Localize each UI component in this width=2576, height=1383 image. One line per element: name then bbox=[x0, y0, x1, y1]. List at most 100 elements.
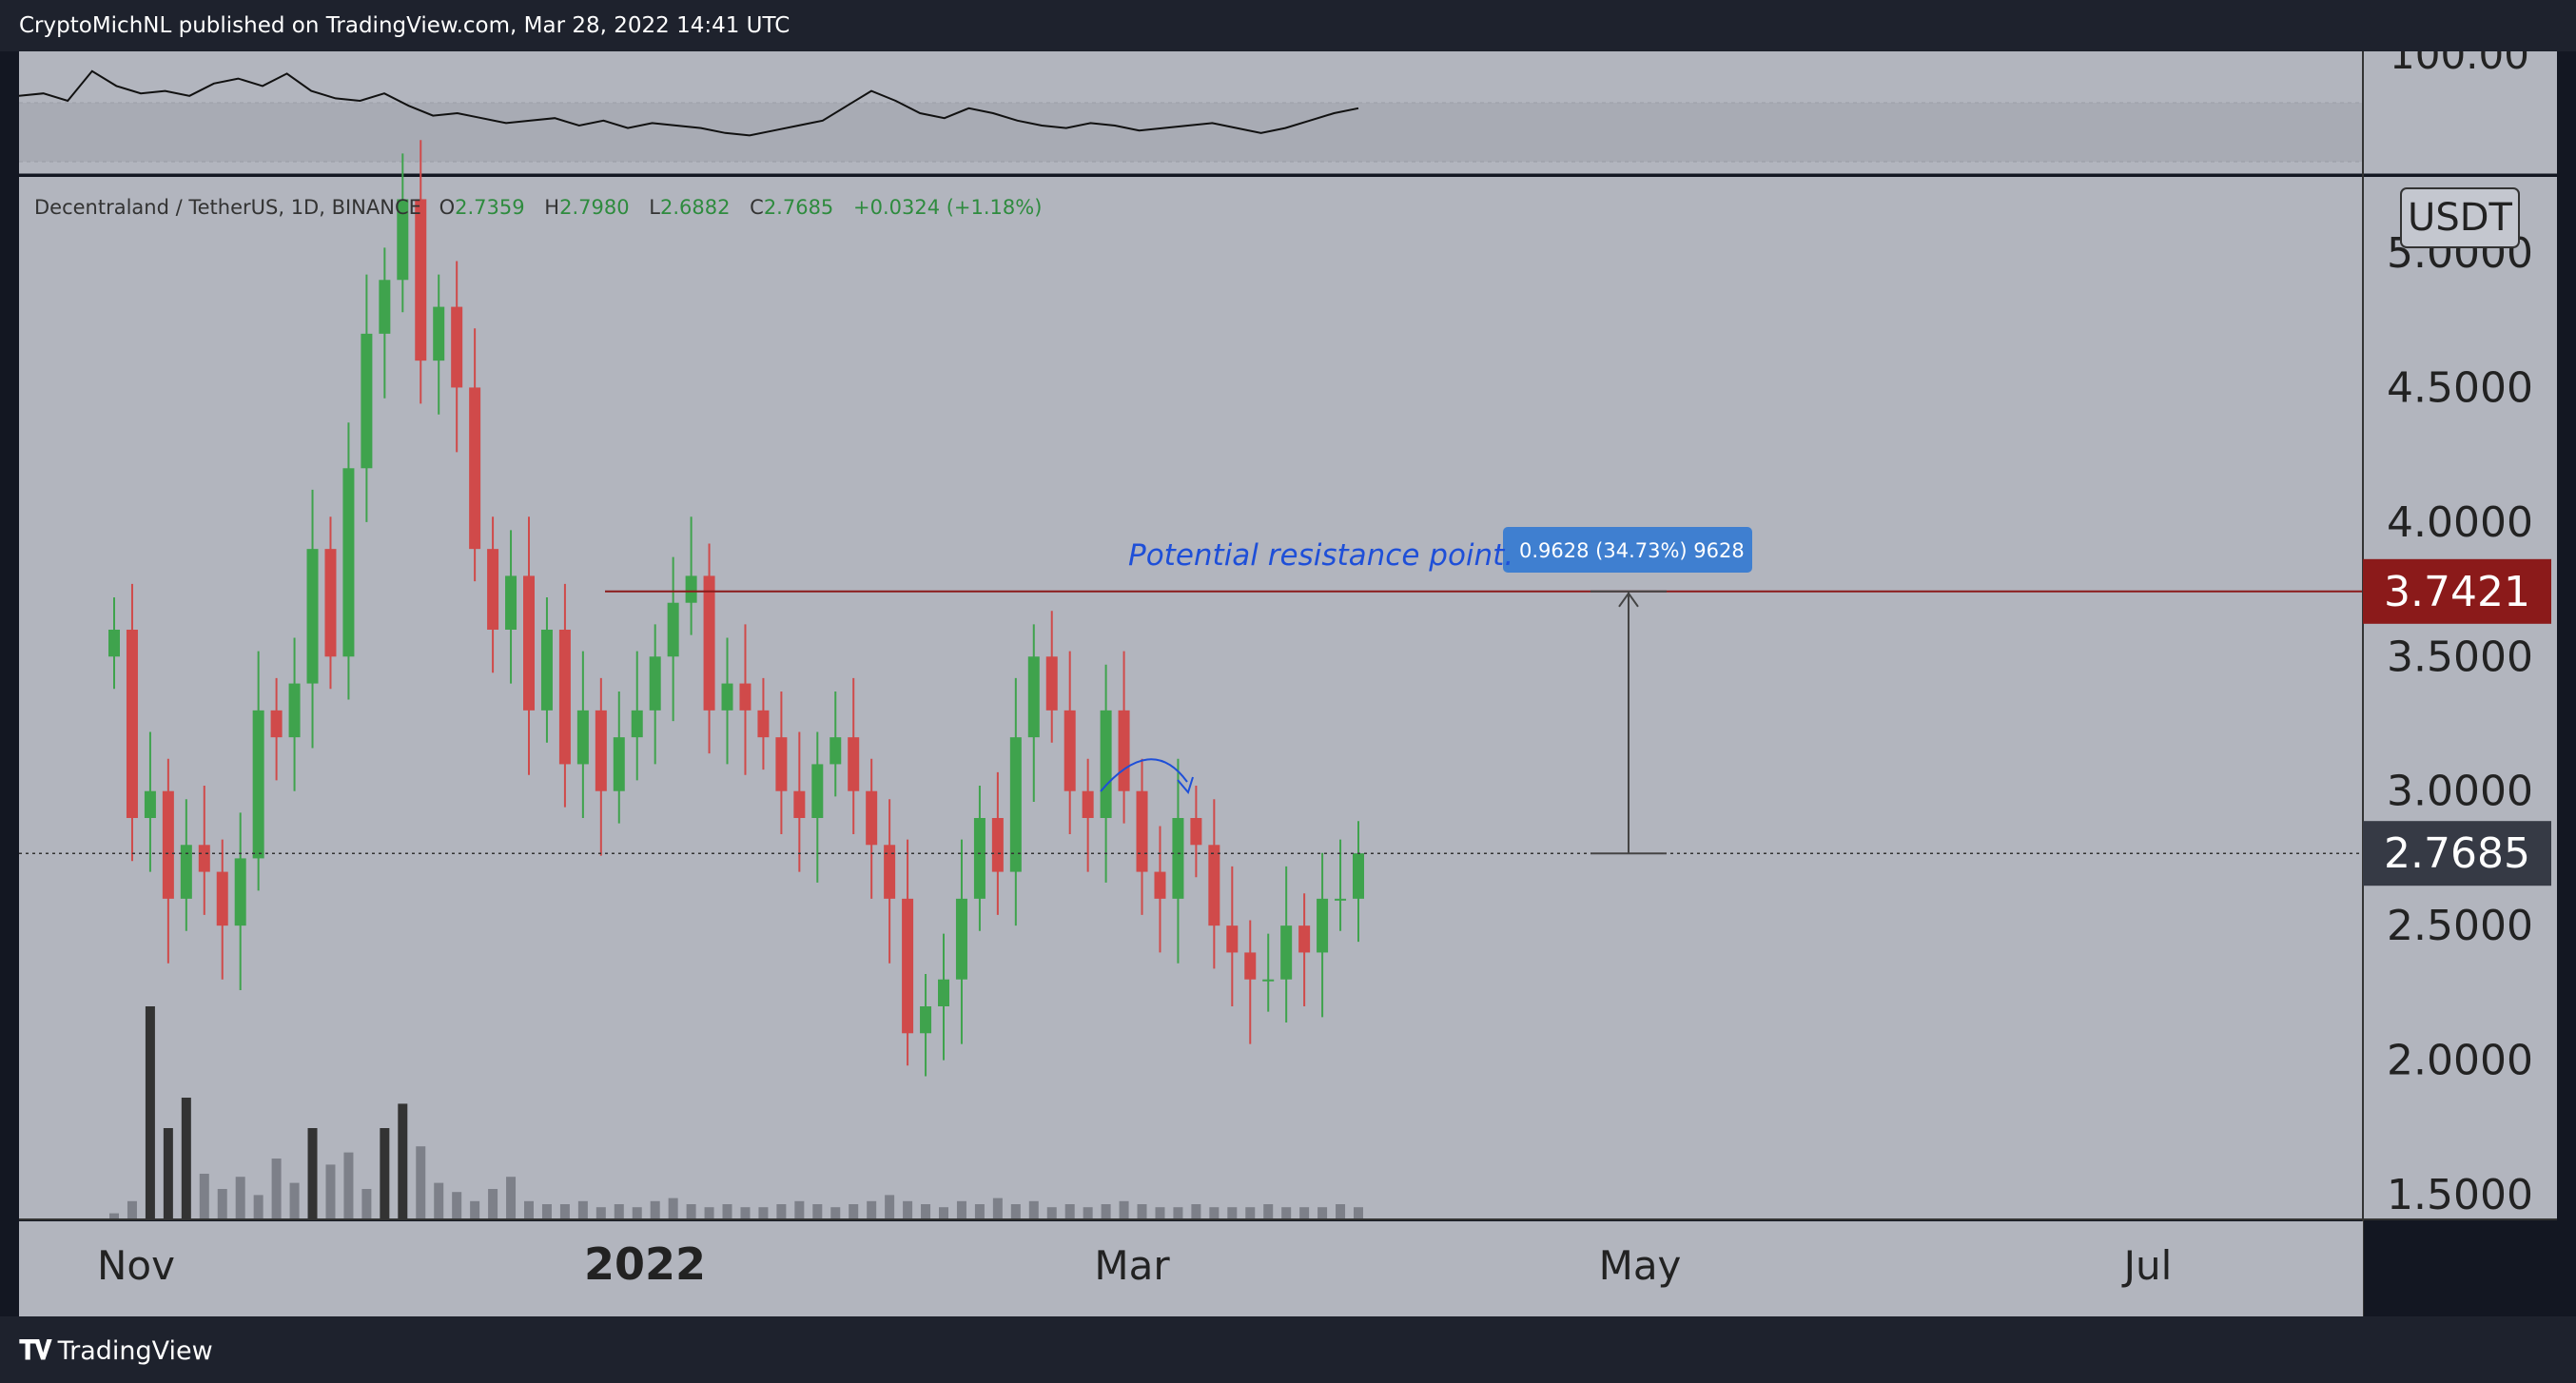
volume-bar bbox=[1299, 1207, 1310, 1219]
candle-body bbox=[902, 898, 914, 1034]
close-value: 2.7685 bbox=[764, 196, 833, 219]
curved-arrow-icon[interactable] bbox=[1100, 758, 1188, 792]
candle-body bbox=[361, 333, 373, 469]
candle-body bbox=[126, 630, 138, 818]
measure-label-box bbox=[1503, 527, 1752, 573]
candle-body bbox=[288, 683, 301, 738]
price-pane[interactable] bbox=[19, 177, 2363, 1219]
volume-bar bbox=[380, 1128, 390, 1219]
x-tick-label: 2022 bbox=[584, 1238, 706, 1290]
volume-bar bbox=[903, 1200, 913, 1219]
y-tick-label: 1.5000 bbox=[2387, 1171, 2533, 1219]
candle-body bbox=[252, 710, 264, 859]
volume-bar bbox=[614, 1204, 624, 1219]
volume-bar bbox=[199, 1174, 209, 1219]
candle-body bbox=[234, 858, 246, 926]
volume-bar bbox=[127, 1200, 137, 1219]
volume-bar bbox=[686, 1204, 696, 1219]
candle-body bbox=[1190, 818, 1202, 846]
volume-bar bbox=[1137, 1204, 1147, 1219]
last-price-badge bbox=[2363, 821, 2551, 886]
volume-bar bbox=[885, 1195, 895, 1219]
candle-body bbox=[829, 737, 842, 765]
candle-body bbox=[144, 790, 156, 818]
volume-bar bbox=[776, 1204, 787, 1219]
currency-badge[interactable] bbox=[2400, 187, 2520, 248]
volume-bar bbox=[722, 1204, 732, 1219]
volume-bar bbox=[343, 1152, 354, 1219]
volume-bar bbox=[704, 1207, 714, 1219]
volume-bar bbox=[939, 1207, 948, 1219]
candle-body bbox=[1208, 845, 1220, 926]
rsi-band bbox=[19, 103, 2363, 162]
candle-body bbox=[1064, 710, 1076, 791]
time-axis[interactable] bbox=[19, 1221, 2363, 1316]
candle-body bbox=[866, 790, 878, 846]
candle-body bbox=[649, 656, 661, 711]
high-value: 2.7980 bbox=[559, 196, 629, 219]
candle-body bbox=[162, 790, 174, 899]
candle-body bbox=[884, 845, 896, 899]
candle-body bbox=[595, 710, 607, 791]
candle-body bbox=[397, 199, 409, 281]
volume-bar bbox=[398, 1103, 408, 1219]
candle-body bbox=[938, 979, 949, 1006]
y-tick-label: 2.5000 bbox=[2387, 902, 2533, 950]
x-ticks: Nov 2022 Mar May Jul bbox=[97, 1238, 2172, 1290]
candle-body bbox=[739, 683, 751, 711]
candle-body bbox=[1244, 952, 1257, 980]
volume-bars bbox=[109, 1006, 1363, 1219]
annotation-text[interactable]: Potential resistance point. bbox=[1128, 538, 1513, 573]
candle-body bbox=[631, 710, 643, 738]
measure-label: 0.9628 (34.73%) 9628 bbox=[1519, 539, 1745, 562]
price-axis[interactable] bbox=[2363, 177, 2557, 1219]
candle-body bbox=[1262, 979, 1275, 982]
candle-body bbox=[1226, 925, 1239, 953]
volume-bar bbox=[1173, 1207, 1183, 1219]
candle-body bbox=[505, 575, 517, 630]
rsi-axis-label: 100.00 bbox=[2390, 51, 2529, 78]
open-value: 2.7359 bbox=[455, 196, 524, 219]
curved-arrow-head-icon bbox=[1177, 776, 1194, 795]
candle-body bbox=[1280, 925, 1293, 980]
candle-body bbox=[198, 845, 210, 872]
x-tick-label: May bbox=[1599, 1242, 1682, 1289]
resistance-price-badge bbox=[2363, 558, 2551, 624]
volume-bar bbox=[1101, 1204, 1111, 1219]
x-tick-label: Mar bbox=[1094, 1242, 1170, 1289]
candle-body bbox=[342, 468, 355, 657]
candle-body bbox=[108, 630, 120, 657]
footer-brand[interactable]: 𝐓𝐕 TradingView bbox=[19, 1334, 213, 1367]
candle-body bbox=[451, 306, 463, 388]
chart-svg[interactable]: 100.00 0.9628 (34.73%) 9628 Potential re… bbox=[0, 31, 2576, 1316]
volume-bar bbox=[974, 1204, 985, 1219]
volume-bar bbox=[1336, 1204, 1346, 1219]
candle-body bbox=[1353, 853, 1364, 899]
volume-bar bbox=[434, 1182, 444, 1219]
candle-body bbox=[1136, 790, 1148, 872]
volume-bar bbox=[740, 1207, 751, 1219]
candle-body bbox=[1298, 925, 1311, 953]
volume-bar bbox=[470, 1200, 480, 1219]
volume-bar bbox=[650, 1200, 660, 1219]
volume-bar bbox=[217, 1189, 227, 1219]
svg-text:Decentraland / TetherUS, 1D, B: Decentraland / TetherUS, 1D, BINANCE O2.… bbox=[34, 196, 1042, 219]
volume-bar bbox=[1119, 1200, 1129, 1219]
candle-body bbox=[324, 549, 337, 657]
y-tick-label: 3.0000 bbox=[2387, 768, 2533, 816]
candle-body bbox=[848, 737, 860, 791]
candle-body bbox=[523, 575, 535, 711]
chart-area[interactable]: 100.00 0.9628 (34.73%) 9628 Potential re… bbox=[0, 31, 2576, 1316]
volume-bar bbox=[307, 1128, 318, 1219]
candle-body bbox=[1317, 898, 1329, 953]
volume-bar bbox=[109, 1213, 119, 1219]
volume-bar bbox=[163, 1128, 173, 1219]
y-tick-label: 3.5000 bbox=[2387, 633, 2533, 681]
candle-body bbox=[1118, 710, 1130, 791]
candle-body bbox=[540, 630, 553, 711]
volume-bar bbox=[1227, 1207, 1238, 1219]
candle-body bbox=[775, 737, 788, 791]
candle-body bbox=[576, 710, 589, 765]
volume-bar bbox=[1064, 1204, 1075, 1219]
volume-bar bbox=[1083, 1207, 1093, 1219]
